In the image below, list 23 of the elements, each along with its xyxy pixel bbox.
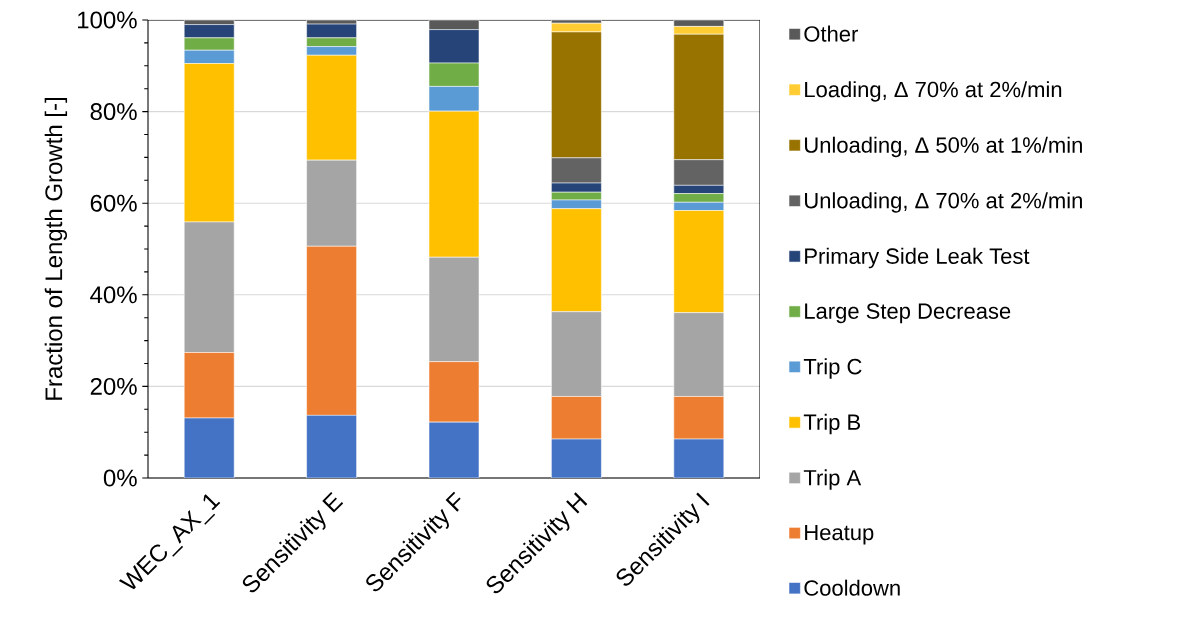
legend-label: Trip C xyxy=(803,358,862,379)
y-axis-title: Fraction of Length Growth [-] xyxy=(44,98,68,400)
legend-label: Loading, Δ 70% at 2%/min xyxy=(805,81,1062,102)
y-tick-label: 60% xyxy=(90,194,137,212)
bar xyxy=(551,438,602,478)
y-tick-label: 0% xyxy=(103,469,137,487)
bar xyxy=(306,414,357,478)
y-tick-label: 80% xyxy=(90,103,137,121)
y-tick-label: 100% xyxy=(78,11,137,29)
legend-label: Primary Side Leak Test xyxy=(805,247,1030,269)
legend-label: Other xyxy=(804,25,858,42)
legend-label: Trip A xyxy=(803,469,862,490)
bar xyxy=(428,421,480,478)
legend-label: Heatup xyxy=(805,524,874,545)
bar xyxy=(673,438,725,478)
legend-label: Cooldown xyxy=(804,579,900,596)
legend-label: Trip B xyxy=(803,413,860,435)
legend-label: Unloading, Δ 70% at 2%/min xyxy=(805,192,1082,213)
legend-label: Unloading, Δ 50% at 1%/min xyxy=(805,136,1082,158)
y-tick-label: 20% xyxy=(90,377,137,395)
bar xyxy=(183,417,235,478)
y-tick-label: 40% xyxy=(90,286,137,304)
legend-label: Large Step Decrease xyxy=(805,303,1011,324)
